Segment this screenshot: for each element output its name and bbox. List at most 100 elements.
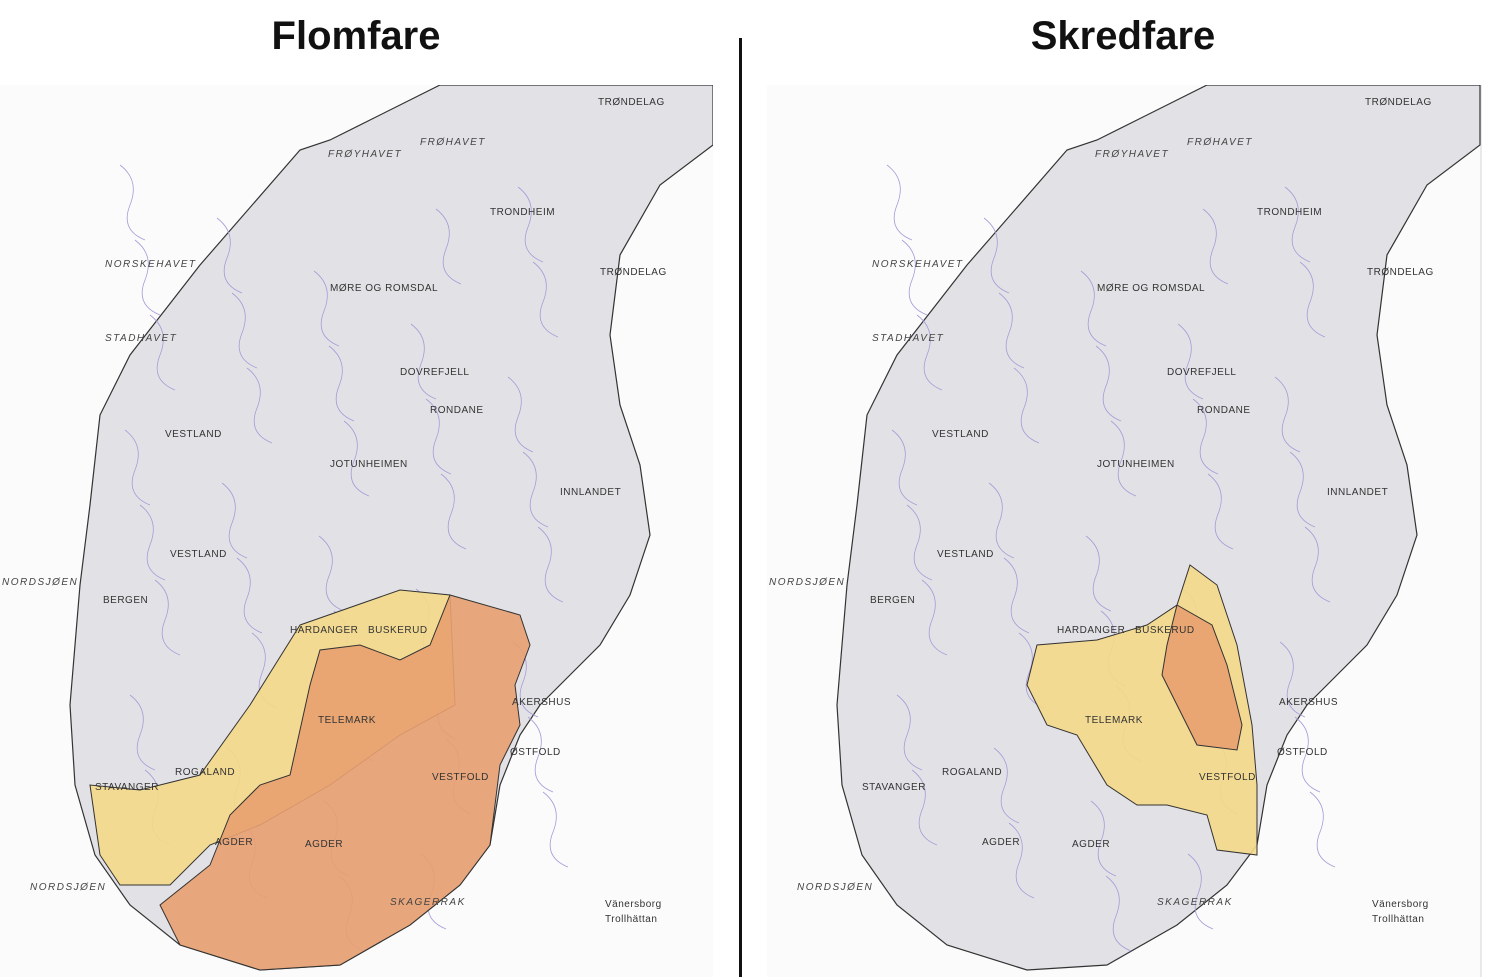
region-label: TRØNDELAG [1365, 97, 1432, 108]
river-line [134, 239, 161, 316]
river-line [236, 557, 263, 634]
river-line [425, 398, 452, 475]
sea-label: FRØHAVET [1187, 137, 1253, 148]
river-line [318, 535, 345, 612]
region-label: TRØNDELAG [600, 267, 667, 278]
river-line [507, 376, 534, 453]
river-line [139, 504, 166, 581]
place-label: JOTUNHEIMEN [330, 459, 408, 470]
river-line [527, 716, 554, 793]
river-line [216, 217, 243, 294]
river-line [886, 164, 913, 241]
sea-label: NORDSJØEN [2, 577, 78, 588]
river-line [1202, 208, 1229, 285]
region-label: AGDER [215, 837, 253, 848]
river-line [343, 420, 370, 497]
river-line [896, 694, 923, 771]
river-line [891, 429, 918, 506]
sea-label: FRØYHAVET [328, 149, 402, 160]
region-label: MØRE OG ROMSDAL [1097, 283, 1205, 294]
region-label: BUSKERUD [1135, 625, 1195, 636]
region-label: BUSKERUD [368, 625, 428, 636]
river-line [149, 314, 176, 391]
river-line [1080, 270, 1107, 347]
sea-label: NORSKEHAVET [872, 259, 964, 270]
region-label: VESTLAND [932, 429, 989, 440]
region-label: AGDER [982, 837, 1020, 848]
river-line [1110, 420, 1137, 497]
river-line [522, 451, 549, 528]
place-label: Trollhättan [1372, 914, 1424, 925]
river-line [921, 579, 948, 656]
region-label: TELEMARK [318, 715, 376, 726]
place-label: Vänersborg [1372, 899, 1429, 910]
place-label: DOVREFJELL [1167, 367, 1236, 378]
sea-label: SKAGERRAK [390, 897, 466, 908]
region-label: TRØNDELAG [1367, 267, 1434, 278]
place-label: BERGEN [870, 595, 915, 606]
river-line [1207, 473, 1234, 550]
river-line [246, 367, 273, 444]
river-line [542, 791, 569, 868]
river-line [901, 239, 928, 316]
place-label: STAVANGER [862, 782, 926, 793]
divider [739, 38, 742, 977]
region-label: MØRE OG ROMSDAL [330, 283, 438, 294]
river-line [1299, 261, 1326, 338]
river-line [1289, 451, 1316, 528]
region-label: ØSTFOLD [510, 747, 561, 758]
region-label: AGDER [1072, 839, 1110, 850]
sea-label: FRØYHAVET [1095, 149, 1169, 160]
place-label: Vänersborg [605, 899, 662, 910]
river-line [1018, 632, 1045, 709]
sea-label: NORDSJØEN [30, 882, 106, 893]
sea-area [767, 85, 1480, 977]
region-label: AGDER [305, 839, 343, 850]
river-line [532, 261, 559, 338]
river-line [998, 292, 1025, 369]
river-line [328, 345, 355, 422]
river-line [1284, 186, 1311, 263]
region-label: TELEMARK [1085, 715, 1143, 726]
region-label: INNLANDET [560, 487, 621, 498]
river-line [313, 270, 340, 347]
sea-label: NORSKEHAVET [105, 259, 197, 270]
region-label: INNLANDET [1327, 487, 1388, 498]
river-line [124, 429, 151, 506]
region-label: TRØNDELAG [598, 97, 665, 108]
river-line [1105, 875, 1132, 952]
river-line [1304, 526, 1331, 603]
region-label: VESTLAND [937, 549, 994, 560]
region-label: ØSTFOLD [1277, 747, 1328, 758]
river-line [1090, 800, 1117, 877]
river-line [1003, 557, 1030, 634]
river-line [231, 292, 258, 369]
place-label: HARDANGER [1057, 625, 1125, 636]
region-label: AKERSHUS [512, 697, 571, 708]
sea-label: STADHAVET [872, 333, 944, 344]
river-line [1309, 791, 1336, 868]
sea-area [0, 85, 713, 977]
sea-label: FRØHAVET [420, 137, 486, 148]
river-line [1192, 398, 1219, 475]
river-line [1013, 367, 1040, 444]
place-label: STAVANGER [95, 782, 159, 793]
river-line [129, 694, 156, 771]
river-line [988, 482, 1015, 559]
landslide-hazard-map: NORSKEHAVET STADHAVET NORDSJØEN NORDSJØEN FR… [767, 85, 1482, 977]
place-label: BERGEN [103, 595, 148, 606]
sea-label: STADHAVET [105, 333, 177, 344]
river-line [1279, 641, 1306, 718]
river-line [1095, 345, 1122, 422]
river-line [911, 769, 938, 846]
place-label: TRONDHEIM [1257, 207, 1322, 218]
flood-hazard-map: NORSKEHAVET STADHAVET NORDSJØEN NORDSJØEN FR… [0, 85, 713, 977]
river-line [1085, 535, 1112, 612]
river-line [1294, 716, 1321, 793]
river-line [517, 186, 544, 263]
region-label: VESTFOLD [1199, 772, 1256, 783]
river-line [906, 504, 933, 581]
river-line [1187, 853, 1214, 930]
high-hazard-area [159, 594, 531, 971]
region-label: ROGALAND [175, 767, 235, 778]
